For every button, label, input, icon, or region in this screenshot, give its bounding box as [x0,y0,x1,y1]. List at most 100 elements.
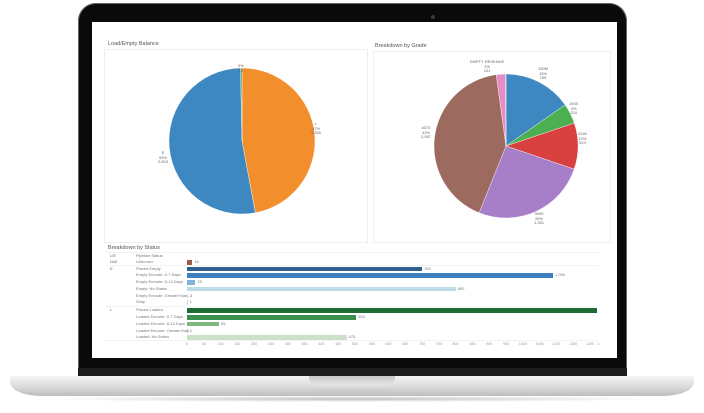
load-empty-pie-chart [168,67,579,219]
group-divider [106,265,598,267]
bar-value-label: 25 [197,279,202,285]
table-row[interactable]: L Placed Loaded [92,307,617,313]
table-row[interactable]: Loaded Enroute: 8-14 Days 95 [92,321,617,327]
x-axis-ticks: 0 50 100 150 200 250 300 350 400 450 500 550 600 650 7… [92,342,617,348]
pie2-label-100x: 100X 4% 224 [569,101,579,116]
x-tick-label: 700 [419,342,426,346]
table-row[interactable]: Null Unknown 16 [92,259,617,265]
row-status: Loaded Enroute: 0-7 Days [136,314,183,320]
dashboard-screen: Load/Empty Balance 0% 16 L 47% 2,330 E 53% 2,… [92,22,617,358]
table-row[interactable]: Empty Enroute: 8-14 Days 25 [92,279,617,285]
pie2-label-3050: 3050 26% 1,281 [534,211,545,226]
laptop-opening-notch [309,376,395,386]
x-tick-label: 800 [452,342,459,346]
x-tick-label: 1000 [518,342,527,346]
status-bar[interactable] [187,308,597,313]
camera-icon [431,15,435,19]
x-tick-label: 400 [318,342,325,346]
status-bar[interactable] [187,266,423,272]
pie2-label-empty-revenue: EMPTY REVENUE 2% 101 [470,59,505,74]
pie-slice[interactable] [240,67,243,142]
group-divider [106,306,598,308]
laptop-hinge [78,368,627,377]
pie-slice[interactable] [478,145,575,219]
x-tick-label: 350 [301,342,308,346]
status-header-row: L/E Pipeline Status [92,253,617,259]
x-tick-label: 1100 [552,342,561,346]
pie1-label-l: L 47% 2,330 [311,121,322,136]
table-row[interactable]: Empty Enroute: Greater than ... 3 [92,293,617,299]
bar-value-label: 1,090 [555,272,566,278]
bar-value-label: 1 [189,299,192,305]
table-row[interactable]: Empty Enroute: 0-7 Days 1,090 [92,272,617,278]
axis-divider [106,340,598,341]
row-status: Shop [136,299,146,305]
x-tick-label: 950 [503,342,510,346]
table-row[interactable]: Shop 1 [92,299,617,305]
panel-title-grade: Breakdown by Grade [375,43,427,49]
row-status: Empty: No Status [136,285,168,291]
x-tick-label: 750 [435,342,442,346]
status-bar[interactable] [187,260,193,265]
row-status: Loaded: No Status [136,334,170,340]
status-bar[interactable] [187,321,219,327]
status-bar[interactable] [187,335,347,340]
table-row[interactable]: E Placed Empty 700 [92,266,617,272]
table-row[interactable]: Loaded Enroute: 0-7 Days 504 [92,314,617,320]
header-le: L/E [110,253,117,258]
row-le: E [110,265,113,271]
x-tick-label: 250 [267,342,274,346]
bar-value-label: 2 [189,327,192,333]
x-tick-label: 200 [251,342,258,346]
x-tick-label: 900 [486,342,493,346]
row-status: Loaded Enroute: Greater than ... [136,327,194,333]
pie2-label-4070: 4070 42% 2,067 [421,125,432,140]
pie2-label-2040: 2040 10% 513 [578,131,587,146]
status-bar[interactable] [187,273,554,278]
x-tick-label: 100 [217,342,224,346]
x-tick-label: 500 [351,342,358,346]
bar-value-label: 95 [220,320,226,326]
x-tick-label: 150 [234,342,241,346]
pie-slice[interactable] [168,67,256,215]
bar-value-label: 475 [348,334,356,340]
panel-title-load-empty: Load/Empty Balance [108,41,159,47]
status-bar[interactable] [187,293,188,298]
x-tick-label: 1150 [569,342,578,346]
status-top-divider [106,252,598,253]
laptop-base [10,376,694,396]
laptop-shadow [40,396,664,402]
row-le: L [110,307,113,313]
x-tick-label: 50 [201,342,206,346]
x-tick-label: 0 [186,342,188,346]
x-tick-label: 650 [402,342,409,346]
row-status: Empty Enroute: 0-7 Days [136,272,181,278]
table-row[interactable]: Empty: No Status 800 [92,286,617,292]
pie1-label-e: E 53% 2,603 [158,150,169,165]
x-tick-label: 1200 [586,342,594,346]
pie2-label-100m: 100M 15% 759 [538,66,549,81]
status-bar[interactable] [187,315,357,320]
pie-slice[interactable] [505,73,507,147]
row-status: Loaded Enroute: 8-14 Days [136,320,185,326]
status-bar[interactable] [187,280,196,285]
pie-slice[interactable] [241,67,316,214]
header-pipeline-status: Pipeline Status [136,253,163,258]
bar-value-label: 504 [358,314,365,320]
row-status: Placed Empty [136,265,161,271]
x-tick-label: 1 [597,342,600,346]
x-tick-label: 550 [368,342,375,346]
status-bar[interactable] [187,286,456,292]
pie-slice[interactable] [433,74,507,214]
status-bar[interactable] [187,300,188,305]
bar-value-label: 700 [424,265,431,271]
table-row[interactable]: Loaded Enroute: Greater than ... 2 [92,328,617,334]
table-row[interactable]: Loaded: No Status 475 [92,334,617,340]
bar-value-label: 3 [190,292,193,298]
status-bar[interactable] [187,328,188,333]
pie-slice[interactable] [505,73,566,147]
grade-panel [373,51,611,243]
pie1-label-zero: 0% 16 [238,63,244,73]
x-tick-label: 1050 [535,342,544,346]
bar-value-label: 16 [194,259,199,264]
